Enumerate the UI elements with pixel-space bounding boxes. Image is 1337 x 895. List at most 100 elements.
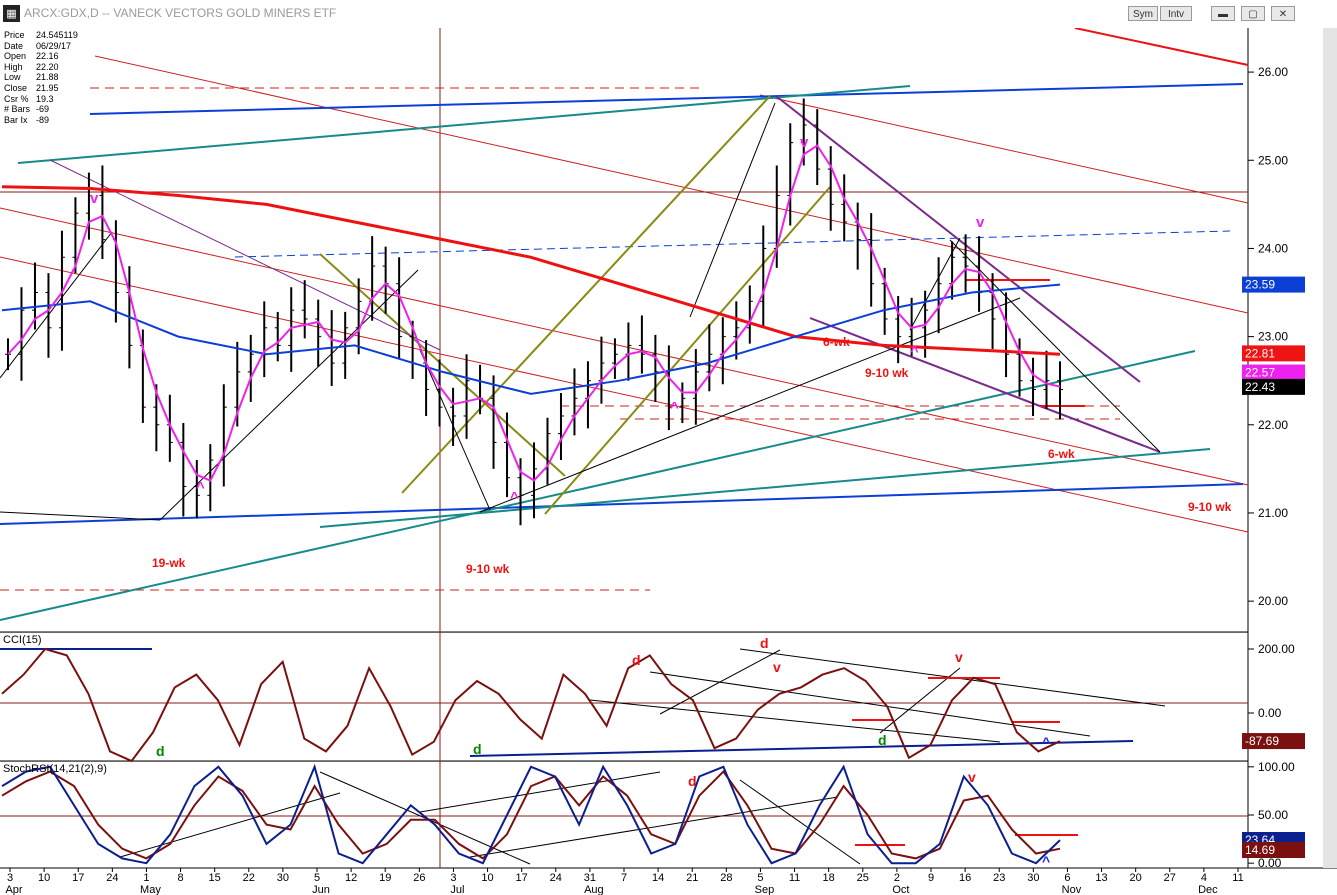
stochrsi-annotation: ^ [1042,853,1050,869]
cci-line [1,647,1061,763]
price-annotation: ^ [510,489,519,506]
x-tick-label: 26 [413,872,425,884]
stochrsi-annotation: d [688,773,697,789]
price-annotation: v [90,190,99,207]
x-tick-label: 4 [1201,872,1207,884]
x-tick-label: 6 [1064,872,1070,884]
price-annotation: 6-wk [823,335,850,349]
x-tick-label: 14 [652,872,664,884]
stochrsi-slow-line [1,770,1061,860]
trend-line [0,350,1196,621]
y-tick-label: 20.00 [1258,594,1288,608]
stochrsi-annotation: v [968,769,976,785]
price-annotation: ^ [670,399,679,416]
x-tick-label: 18 [823,872,835,884]
trend-line [544,186,831,515]
channel-line [759,94,1249,204]
high-value: 22.20 [36,61,59,72]
price-annotation: 19-wk [152,556,186,570]
price-tag-box [1242,733,1305,750]
price-tag-value: 14.69 [1245,843,1275,857]
x-tick-label: 21 [686,872,698,884]
close-icon[interactable]: ✕ [1271,6,1295,21]
y-tick-label: 100.00 [1258,760,1295,774]
y-tick-label: 26.00 [1258,65,1288,79]
price-tag-value: 22.57 [1245,366,1275,380]
x-tick-label: 5 [757,872,763,884]
trend-line [419,349,491,511]
x-tick-label: 20 [1130,872,1142,884]
x-tick-label: 11 [1232,872,1243,884]
date-label: Date [4,40,24,51]
cci-annotation: d [473,741,482,757]
y-tick-label: 50.00 [1258,808,1288,822]
barix-value: -89 [36,114,50,125]
cci-annotation: d [632,652,641,668]
x-tick-label: 3 [7,872,13,884]
cci-panel [0,633,1248,761]
price-label: Price [4,30,25,40]
x-tick-label: 15 [209,872,221,884]
x-tick-label: 17 [516,872,528,884]
series-layer [1,144,1061,865]
chart-canvas[interactable]: 26.0025.0024.0023.0022.0021.0020.00200.0… [0,28,1337,895]
price-tag-box [1242,842,1305,858]
x-tick-label: 17 [72,872,84,884]
trend-line [401,95,771,494]
x-tick-label: 24 [106,872,118,884]
x-tick-label: 30 [277,872,289,884]
bars-value: -69 [36,104,50,115]
low-label: Low [4,72,21,83]
interval-button[interactable]: Intv [1160,6,1192,21]
price-annotation: ^ [196,479,205,496]
price-annotation: ^ [910,343,919,360]
x-tick-label: 16 [959,872,971,884]
x-tick-label: 7 [621,872,627,884]
open-value: 22.16 [36,51,59,62]
cci-annotation: v [955,649,963,665]
y-tick-label: 200.00 [1258,642,1295,656]
x-month-label: Jul [450,884,464,895]
y-tick-label: 23.00 [1258,330,1288,344]
x-month-label: Oct [892,884,909,895]
x-tick-label: 11 [789,872,800,884]
x-tick-label: 10 [481,872,493,884]
channel-line [0,256,1249,533]
x-tick-label: 24 [550,872,562,884]
y-tick-label: 0.00 [1258,706,1282,720]
channel-line [1074,28,1249,66]
trend-line [479,297,1021,513]
y-tick-label: 21.00 [1258,506,1288,520]
trend-line [0,511,161,521]
symbol-button[interactable]: Sym [1128,6,1158,21]
annotations: 19-wk 9-10 wk 6-wk 9-10 wk 6-wk 9-10 wk v v v ^ ^ ^… [90,134,1232,869]
short-ma-line [7,144,1061,482]
grid-icon[interactable]: ▦ [3,5,20,22]
minimize-icon[interactable]: ▬ [1211,6,1235,21]
close-value: 21.95 [36,82,59,93]
x-tick-label: 9 [928,872,934,884]
cci-annotation: v [773,659,781,675]
x-tick-label: 27 [1164,872,1176,884]
price-annotation: v [976,214,985,231]
maximize-icon[interactable]: ▢ [1241,6,1265,21]
x-month-label: Nov [1062,884,1082,895]
trend-line [319,448,1211,528]
ma-blue-line [1,283,1061,395]
date-value: 06/29/17 [36,40,72,51]
y-tick-label: 24.00 [1258,241,1288,255]
oscillator-reference-lines [0,279,1248,865]
x-month-label: Jun [312,884,330,895]
close-label: Close [4,82,28,93]
barix-label: Bar Ix [4,114,28,125]
x-axis: 3 10 17 24 1 8 15 22 30 5 12 19 26 3 10 17 24 31 7 14 21 28 5 1… [5,868,1244,895]
stochrsi-panel-title: StochRSI(14,21(2),9) [3,763,107,775]
ma-red-line [1,185,1061,356]
scrollbar[interactable] [1323,28,1337,868]
cci-annotation: d [878,732,887,748]
x-tick-label: 13 [1095,872,1107,884]
x-month-label: May [140,884,161,895]
price-annotation: v [800,134,809,151]
price-annotation: 6-wk [1048,447,1075,461]
